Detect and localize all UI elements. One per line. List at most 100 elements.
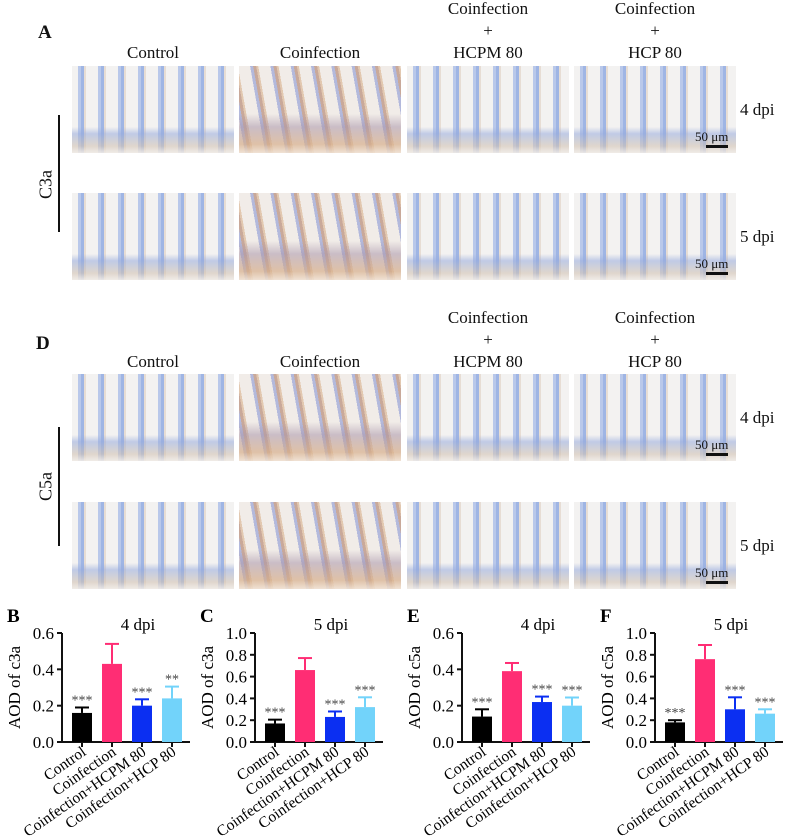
y-tick-label: 0.2 [33, 697, 54, 716]
significance-marker: *** [665, 706, 686, 721]
y-tick-label: 1.0 [626, 624, 647, 643]
histology-image [407, 502, 569, 589]
histology-image [239, 66, 401, 153]
histology-image [239, 193, 401, 280]
y-tick-label: 0.6 [226, 668, 247, 687]
column-title: Coinfection [447, 308, 529, 327]
chart-title: 5 dpi [314, 615, 349, 634]
significance-marker: *** [325, 697, 346, 712]
bar-coinfection [102, 663, 122, 742]
bar-coinfection-hcp-80 [355, 707, 375, 742]
column-title: Control [127, 352, 179, 371]
marker-bracket-line [58, 427, 60, 546]
bar-control [265, 723, 285, 742]
column-title: Coinfection [447, 0, 529, 18]
significance-marker: *** [472, 695, 493, 710]
scale-bar [706, 272, 728, 275]
y-tick-label: 0.2 [626, 711, 647, 730]
histology-image [407, 193, 569, 280]
y-tick-label: 0.8 [226, 646, 247, 665]
column-title: + [483, 330, 493, 349]
panel-label-d: D [36, 333, 50, 354]
histology-image [407, 374, 569, 461]
panel-label: E [407, 606, 420, 627]
significance-marker: *** [532, 683, 553, 698]
chart-title: 4 dpi [121, 615, 156, 634]
column-title: Coinfection [614, 308, 696, 327]
y-tick-label: 0.4 [626, 689, 648, 708]
y-tick-label: 0.6 [626, 668, 647, 687]
row-label-dpi: 5 dpi [740, 536, 775, 555]
scale-bar-label: 50 μm [695, 256, 729, 271]
histology-image [72, 66, 234, 153]
bar-coinfection-hcpm-80 [132, 705, 152, 742]
y-axis-label: AOD of c5a [598, 646, 617, 730]
column-title: + [650, 21, 660, 40]
bar-coinfection [695, 659, 715, 742]
histology-image [72, 193, 234, 280]
bar-coinfection [295, 670, 315, 742]
significance-marker: *** [132, 685, 153, 700]
histology-image [239, 374, 401, 461]
significance-marker: *** [265, 706, 286, 721]
y-axis-label: AOD of c5a [405, 646, 424, 730]
chart-title: 5 dpi [714, 615, 749, 634]
histology-image [239, 502, 401, 589]
y-tick-label: 0.0 [226, 733, 247, 752]
row-label-dpi: 4 dpi [740, 408, 775, 427]
y-tick-label: 0.4 [433, 660, 455, 679]
panel-label: C [200, 606, 214, 627]
y-tick-label: 0.0 [33, 733, 54, 752]
y-axis-label: AOD of c3a [5, 646, 24, 730]
scale-bar [706, 453, 728, 456]
scale-bar [706, 581, 728, 584]
significance-marker: ** [165, 673, 179, 688]
column-title: HCP 80 [628, 43, 682, 62]
marker-bracket-line [58, 115, 60, 232]
y-tick-label: 0.4 [226, 689, 248, 708]
bar-control [72, 712, 92, 742]
y-tick-label: 0.0 [433, 733, 454, 752]
histology-image [574, 374, 736, 461]
y-tick-label: 0.2 [226, 711, 247, 730]
bar-coinfection-hcpm-80 [725, 709, 745, 742]
bar-coinfection [502, 671, 522, 742]
column-title: Coinfection [279, 43, 361, 62]
y-tick-label: 0.4 [33, 660, 55, 679]
significance-marker: *** [355, 683, 376, 698]
bar-coinfection-hcpm-80 [325, 716, 345, 742]
histology-image [574, 66, 736, 153]
y-axis-label: AOD of c3a [198, 646, 217, 730]
bar-control [472, 716, 492, 742]
significance-marker: *** [562, 683, 583, 698]
scale-bar-label: 50 μm [695, 565, 729, 580]
panel-label: F [600, 606, 612, 627]
chart-title: 4 dpi [521, 615, 556, 634]
significance-marker: *** [725, 683, 746, 698]
row-label-dpi: 5 dpi [740, 227, 775, 246]
y-tick-label: 0.2 [433, 697, 454, 716]
column-title: HCPM 80 [453, 352, 523, 371]
significance-marker: *** [72, 693, 93, 708]
bar-coinfection-hcpm-80 [532, 702, 552, 742]
histology-image [574, 193, 736, 280]
bar-coinfection-hcp-80 [162, 698, 182, 742]
column-title: HCP 80 [628, 352, 682, 371]
scale-bar [706, 145, 728, 148]
y-tick-label: 0.6 [433, 624, 454, 643]
scale-bar-label: 50 μm [695, 437, 729, 452]
panel-label-a: A [38, 22, 52, 43]
column-title: + [483, 21, 493, 40]
y-tick-label: 1.0 [226, 624, 247, 643]
significance-marker: *** [755, 695, 776, 710]
scale-bar-label: 50 μm [695, 129, 729, 144]
row-label-dpi: 4 dpi [740, 100, 775, 119]
y-tick-label: 0.8 [626, 646, 647, 665]
column-title: Coinfection [614, 0, 696, 18]
bar-coinfection-hcp-80 [755, 713, 775, 742]
bar-coinfection-hcp-80 [562, 705, 582, 742]
histology-image [72, 374, 234, 461]
column-title: Control [127, 43, 179, 62]
panel-label: B [7, 606, 20, 627]
